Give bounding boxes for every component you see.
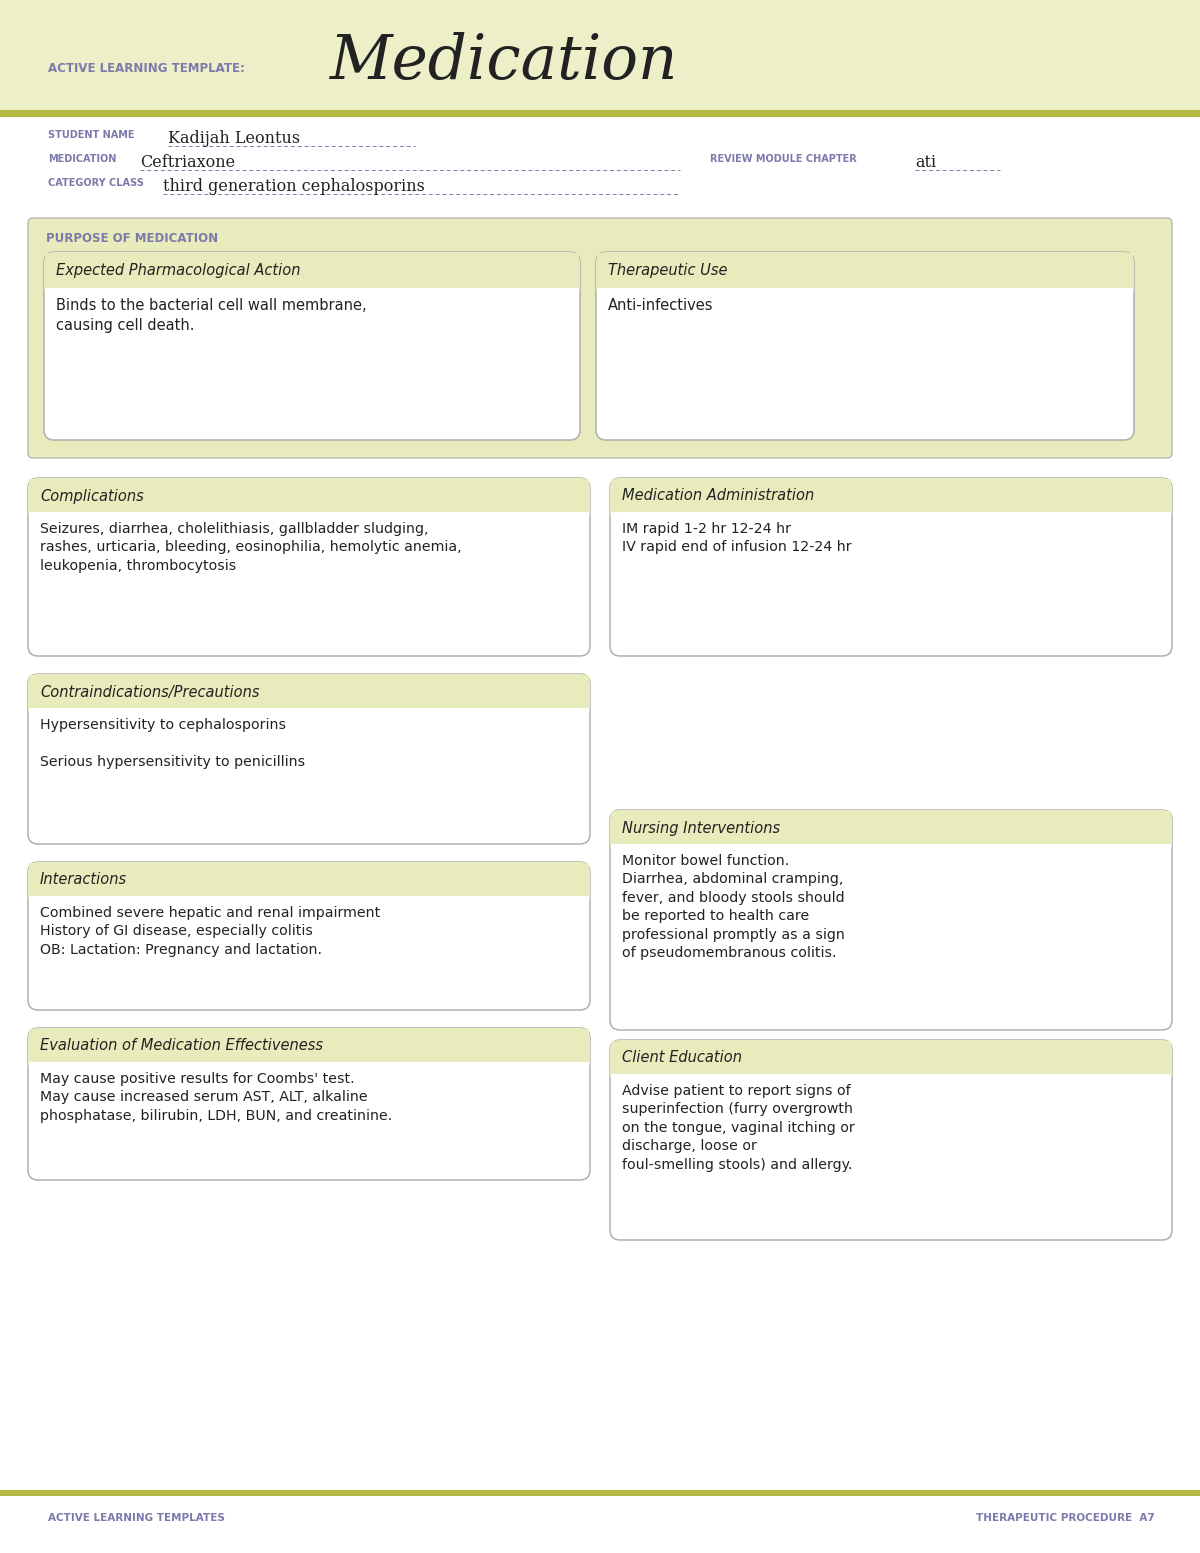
Text: Hypersensitivity to cephalosporins

Serious hypersensitivity to penicillins: Hypersensitivity to cephalosporins Serio… <box>40 717 305 769</box>
FancyBboxPatch shape <box>28 478 590 522</box>
Text: MEDICATION: MEDICATION <box>48 154 116 165</box>
Text: Medication: Medication <box>330 33 678 92</box>
Text: Expected Pharmacological Action: Expected Pharmacological Action <box>56 264 300 278</box>
Bar <box>29 863 589 896</box>
FancyBboxPatch shape <box>610 811 1172 854</box>
Text: Combined severe hepatic and renal impairment
History of GI disease, especially c: Combined severe hepatic and renal impair… <box>40 905 380 957</box>
FancyBboxPatch shape <box>28 862 590 905</box>
Text: THERAPEUTIC PROCEDURE  A7: THERAPEUTIC PROCEDURE A7 <box>977 1513 1154 1523</box>
Text: PURPOSE OF MEDICATION: PURPOSE OF MEDICATION <box>46 231 218 245</box>
Bar <box>0 1489 1200 1496</box>
Bar <box>611 512 1171 522</box>
Bar <box>0 110 1200 116</box>
Bar <box>29 1062 589 1072</box>
Text: STUDENT NAME: STUDENT NAME <box>48 130 134 140</box>
Bar <box>611 478 1171 512</box>
Text: Client Education: Client Education <box>622 1050 742 1065</box>
FancyBboxPatch shape <box>610 1041 1172 1239</box>
Text: Advise patient to report signs of
superinfection (furry overgrowth
on the tongue: Advise patient to report signs of superi… <box>622 1084 854 1171</box>
Bar <box>598 253 1133 287</box>
Text: CATEGORY CLASS: CATEGORY CLASS <box>48 179 144 188</box>
FancyBboxPatch shape <box>28 217 1172 458</box>
FancyBboxPatch shape <box>596 252 1134 298</box>
Text: Interactions: Interactions <box>40 873 127 887</box>
FancyBboxPatch shape <box>28 1028 590 1180</box>
Text: Monitor bowel function.
Diarrhea, abdominal cramping,
fever, and bloody stools s: Monitor bowel function. Diarrhea, abdomi… <box>622 854 845 960</box>
FancyBboxPatch shape <box>610 811 1172 1030</box>
Bar <box>29 478 589 512</box>
Bar <box>611 1041 1171 1075</box>
Text: ati: ati <box>916 154 936 171</box>
Bar <box>29 708 589 717</box>
Text: Ceftriaxone: Ceftriaxone <box>140 154 235 171</box>
FancyBboxPatch shape <box>44 252 580 439</box>
Text: Evaluation of Medication Effectiveness: Evaluation of Medication Effectiveness <box>40 1039 323 1053</box>
Text: third generation cephalosporins: third generation cephalosporins <box>163 179 425 196</box>
FancyBboxPatch shape <box>610 478 1172 655</box>
Text: Anti-infectives: Anti-infectives <box>608 298 714 314</box>
Bar <box>46 287 580 298</box>
Text: Seizures, diarrhea, cholelithiasis, gallbladder sludging,
rashes, urticaria, ble: Seizures, diarrhea, cholelithiasis, gall… <box>40 522 462 573</box>
FancyBboxPatch shape <box>596 252 1134 439</box>
Text: REVIEW MODULE CHAPTER: REVIEW MODULE CHAPTER <box>710 154 857 165</box>
Text: Nursing Interventions: Nursing Interventions <box>622 820 780 836</box>
Text: Medication Administration: Medication Administration <box>622 489 815 503</box>
Bar <box>29 1030 589 1062</box>
FancyBboxPatch shape <box>610 478 1172 522</box>
Bar <box>46 253 580 287</box>
FancyBboxPatch shape <box>610 1041 1172 1084</box>
Bar <box>29 512 589 522</box>
Text: ACTIVE LEARNING TEMPLATES: ACTIVE LEARNING TEMPLATES <box>48 1513 224 1523</box>
Text: Contraindications/Precautions: Contraindications/Precautions <box>40 685 259 699</box>
FancyBboxPatch shape <box>28 1028 590 1072</box>
Text: May cause positive results for Coombs' test.
May cause increased serum AST, ALT,: May cause positive results for Coombs' t… <box>40 1072 392 1123</box>
Bar <box>611 843 1171 854</box>
Bar <box>0 0 1200 110</box>
Bar <box>611 811 1171 843</box>
Text: ACTIVE LEARNING TEMPLATE:: ACTIVE LEARNING TEMPLATE: <box>48 62 245 75</box>
Text: Complications: Complications <box>40 489 144 503</box>
FancyBboxPatch shape <box>28 862 590 1009</box>
Text: Binds to the bacterial cell wall membrane,
causing cell death.: Binds to the bacterial cell wall membran… <box>56 298 367 332</box>
Bar <box>29 676 589 708</box>
Bar <box>598 287 1133 298</box>
Text: Kadijah Leontus: Kadijah Leontus <box>168 130 300 148</box>
FancyBboxPatch shape <box>28 674 590 843</box>
FancyBboxPatch shape <box>28 674 590 717</box>
Text: IM rapid 1-2 hr 12-24 hr
IV rapid end of infusion 12-24 hr: IM rapid 1-2 hr 12-24 hr IV rapid end of… <box>622 522 852 554</box>
FancyBboxPatch shape <box>44 252 580 298</box>
Bar <box>29 896 589 905</box>
FancyBboxPatch shape <box>28 478 590 655</box>
Bar <box>611 1075 1171 1084</box>
Text: Therapeutic Use: Therapeutic Use <box>608 264 727 278</box>
